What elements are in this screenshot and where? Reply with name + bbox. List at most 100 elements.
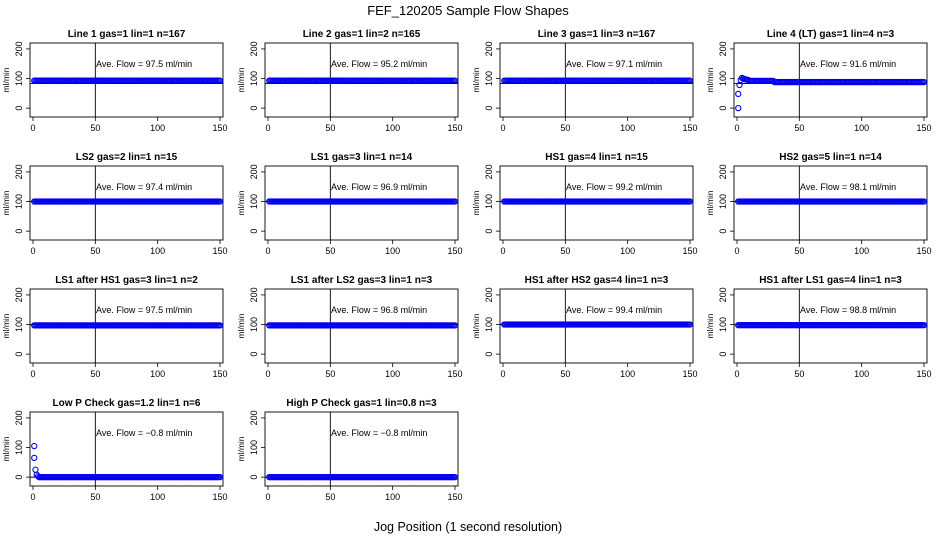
average-flow-annotation: Ave. Flow = 95.2 ml/min [331,59,427,69]
data-point [686,77,694,84]
chart-panel-5: LS2 gas=2 lin=1 n=15 0 50 100 150 0 100 200 ml/m… [1,152,228,256]
y-tick-label: 0 [484,352,494,357]
data-point [920,198,928,205]
y-tick-label: 200 [14,410,24,425]
panel-title: Line 3 gas=1 lin=3 n=167 [538,29,656,40]
x-tick-label: 150 [916,369,931,379]
plot-frame [29,165,224,241]
average-flow-annotation: Ave. Flow = 97.5 ml/min [96,59,192,69]
y-axis-label: ml/min [705,190,715,215]
chart-panel-10: LS1 after LS2 gas=3 lin=1 n=3 0 50 100 150 0 1… [236,275,463,379]
y-tick-label: 100 [249,317,259,332]
average-flow-annotation: Ave. Flow = 96.9 ml/min [331,182,427,192]
data-point [451,473,459,481]
data-points [266,77,459,84]
y-tick-label: 0 [249,352,259,357]
plot-frame [733,42,928,118]
data-point [216,322,224,329]
chart-panel-1: Line 1 gas=1 lin=1 n=167 0 50 100 150 0 100 200… [1,29,228,133]
average-flow-annotation: Ave. Flow = 91.6 ml/min [800,59,896,69]
x-tick-label: 0 [734,123,739,133]
average-flow-annotation: Ave. Flow = 97.1 ml/min [566,59,662,69]
x-tick-label: 0 [265,492,270,502]
y-tick-label: 200 [249,164,259,179]
data-point [920,321,928,329]
data-point [735,90,742,98]
x-tick-label: 150 [212,492,227,502]
panel-title: LS1 after HS1 gas=3 lin=1 n=2 [55,275,198,286]
average-flow-annotation: Ave. Flow = 97.5 ml/min [96,305,192,315]
data-points [735,321,928,329]
data-point [686,198,694,205]
x-tick-label: 0 [500,369,505,379]
y-axis-label: ml/min [1,67,11,92]
x-tick-label: 150 [682,246,697,256]
x-tick-label: 150 [682,123,697,133]
x-tick-label: 0 [734,246,739,256]
chart-panel-3: Line 3 gas=1 lin=3 n=167 0 50 100 150 0 100 200… [471,29,698,133]
y-axis-label: ml/min [1,190,11,215]
y-tick-label: 0 [718,229,728,234]
data-point [31,454,38,462]
data-point [920,78,928,86]
y-tick-label: 200 [249,287,259,302]
chart-panel-9: LS1 after HS1 gas=3 lin=1 n=2 0 50 100 150 0 1… [1,275,228,379]
y-tick-label: 100 [718,194,728,209]
x-tick-label: 50 [794,123,804,133]
average-flow-annotation: Ave. Flow = 97.4 ml/min [96,182,192,192]
y-tick-label: 200 [249,410,259,425]
chart-panel-14: High P Check gas=1 lin=0.8 n=3 0 50 100 150 0… [236,398,463,502]
x-tick-label: 0 [30,123,35,133]
average-flow-annotation: Ave. Flow = 98.8 ml/min [800,305,896,315]
y-tick-label: 200 [14,41,24,56]
x-tick-label: 100 [150,246,165,256]
data-point [216,198,224,205]
y-tick-label: 200 [249,41,259,56]
x-tick-label: 150 [916,246,931,256]
data-point [216,77,224,84]
data-points [501,321,694,328]
y-tick-label: 100 [249,194,259,209]
plot-frame [499,165,694,241]
y-tick-label: 100 [14,194,24,209]
chart-panel-6: LS1 gas=3 lin=1 n=14 0 50 100 150 0 100 200 ml/m… [236,152,463,256]
x-tick-label: 100 [854,123,869,133]
panel-title: Line 4 (LT) gas=1 lin=4 n=3 [767,29,895,40]
plot-frame [733,165,928,241]
x-tick-label: 50 [325,369,335,379]
x-tick-label: 150 [212,246,227,256]
x-tick-label: 0 [265,246,270,256]
x-tick-label: 50 [90,246,100,256]
data-points [31,198,224,205]
x-tick-label: 50 [90,369,100,379]
x-tick-label: 50 [560,123,570,133]
y-tick-label: 100 [718,71,728,86]
x-tick-label: 50 [560,369,570,379]
y-tick-label: 100 [249,71,259,86]
data-points [31,77,224,84]
x-tick-label: 100 [620,123,635,133]
figure-title: FEF_120205 Sample Flow Shapes [367,3,569,18]
x-tick-label: 50 [794,369,804,379]
data-point [32,466,39,473]
average-flow-annotation: Ave. Flow = 98.1 ml/min [800,182,896,192]
chart-panel-12: HS1 after LS1 gas=4 lin=1 n=3 0 50 100 150 0 1… [705,275,932,379]
y-tick-label: 100 [718,317,728,332]
data-point [31,442,38,450]
x-tick-label: 100 [385,369,400,379]
y-tick-label: 200 [14,287,24,302]
y-tick-label: 0 [14,106,24,111]
x-tick-label: 150 [447,492,462,502]
y-axis-label: ml/min [471,313,481,338]
x-tick-label: 0 [30,246,35,256]
x-tick-label: 50 [560,246,570,256]
y-axis-label: ml/min [705,313,715,338]
data-points [266,322,459,329]
x-tick-label: 150 [682,369,697,379]
x-tick-label: 50 [325,246,335,256]
x-tick-label: 150 [212,369,227,379]
panel-title: LS2 gas=2 lin=1 n=15 [76,152,178,163]
data-points [266,473,459,481]
data-point [686,321,694,328]
y-tick-label: 100 [484,317,494,332]
